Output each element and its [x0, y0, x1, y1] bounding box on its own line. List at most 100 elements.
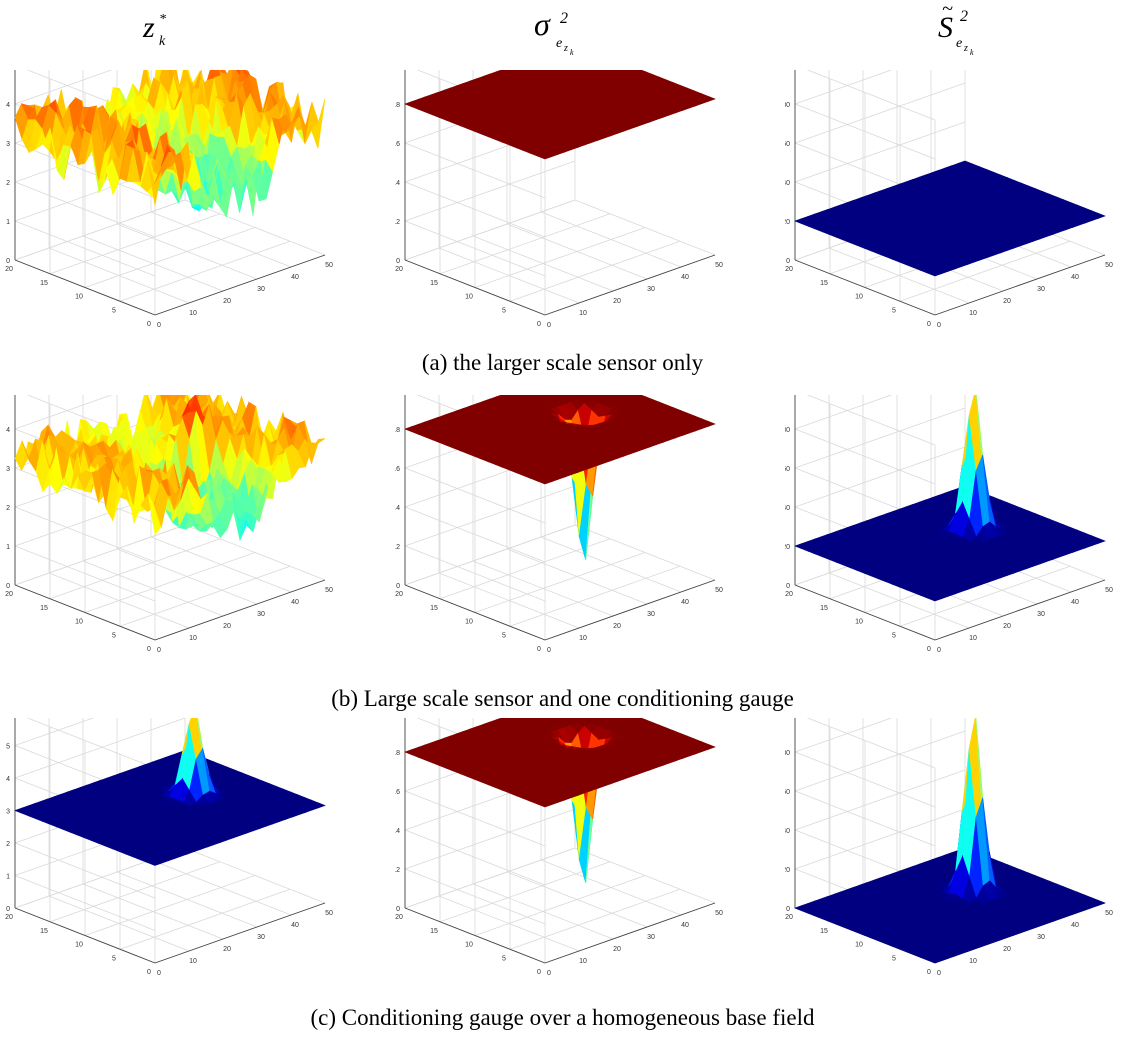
y-tick-label: 0 [537, 969, 541, 976]
gridline [84, 227, 256, 288]
y-axis-line [794, 584, 936, 641]
y-tick-label: 15 [820, 280, 828, 287]
x-axis-line [934, 254, 1106, 316]
y-tick-label: 15 [40, 605, 48, 612]
axes-box: 01020304050051015200123456 [5, 718, 333, 977]
x-tick-label: 0 [547, 647, 551, 654]
x-tick-label: 30 [647, 611, 655, 618]
gridline [794, 730, 966, 792]
x-tick-label: 10 [189, 310, 197, 317]
surface [404, 70, 716, 160]
z-tick-label: 0.2 [395, 867, 400, 874]
x-tick-label: 50 [325, 262, 333, 269]
gridline [794, 70, 893, 105]
z-tick-label: 0.8 [395, 427, 400, 434]
x-tick-label: 0 [937, 322, 941, 329]
z-tick-label: 0 [786, 258, 790, 265]
z-tick-label: 60 [785, 466, 790, 473]
z-tick-label: 20 [785, 544, 790, 551]
gridline [404, 524, 576, 586]
gridline [899, 565, 1071, 627]
x-tick-label: 50 [715, 587, 723, 594]
z-tick-label: 0 [786, 906, 790, 913]
x-tick-label: 50 [325, 587, 333, 594]
z-tick-label: 0.8 [395, 102, 400, 109]
z-tick-label: 0.4 [395, 828, 400, 835]
z-tick-label: 0 [786, 583, 790, 590]
x-tick-label: 50 [1105, 587, 1113, 594]
z-tick-label: 40 [785, 828, 790, 835]
surface-patch [1090, 212, 1106, 219]
chart-c-S: 0102030405005101520020406080100 [785, 718, 1113, 977]
caption-a: (a) the larger scale sensor only [421, 350, 704, 375]
z-tick-label: 1 [6, 219, 10, 226]
z-tick-label: 0.4 [395, 180, 400, 187]
y-tick-label: 20 [395, 266, 403, 273]
sigma-symbol: σ 2 e z k [534, 6, 574, 57]
y-axis-line [14, 259, 156, 316]
z-tick-label: 1 [6, 544, 10, 551]
y-tick-label: 20 [785, 266, 793, 273]
gridline [14, 199, 186, 261]
gridline [794, 718, 893, 753]
z-tick-label: 20 [785, 867, 790, 874]
y-tick-label: 15 [430, 605, 438, 612]
y-tick-label: 10 [855, 294, 863, 301]
gridline [794, 446, 966, 508]
column-header-S-tilde: ~ S 2 e z k [900, 0, 1020, 60]
z-tick-label: 5 [6, 744, 10, 751]
x-tick-label: 0 [547, 970, 551, 977]
x-tick-label: 10 [189, 635, 197, 642]
x-tick-label: 20 [223, 298, 231, 305]
y-tick-label: 15 [820, 928, 828, 935]
y-axis-line [14, 584, 156, 641]
y-tick-label: 20 [395, 591, 403, 598]
gridline [509, 565, 681, 627]
gridline [84, 875, 256, 936]
x-tick-label: 30 [257, 934, 265, 941]
y-tick-label: 5 [502, 955, 506, 962]
x-tick-label: 40 [291, 599, 299, 606]
gridline [14, 524, 186, 586]
x-tick-label: 50 [1105, 262, 1113, 269]
x-tick-label: 10 [579, 310, 587, 317]
y-tick-label: 10 [465, 942, 473, 949]
gridline [474, 227, 646, 288]
y-tick-label: 10 [465, 619, 473, 626]
gridline [899, 240, 1071, 302]
gridline [439, 213, 611, 275]
z-tick-label: 60 [785, 789, 790, 796]
z-tick-label: 0 [6, 258, 10, 265]
x-axis-line [934, 579, 1106, 641]
column-header-z-star: z * k [95, 0, 215, 60]
surface-patch [311, 438, 326, 464]
y-tick-label: 20 [395, 914, 403, 921]
z-tick-label: 0.6 [395, 466, 400, 473]
y-tick-label: 5 [112, 632, 116, 639]
x-tick-label: 30 [257, 611, 265, 618]
gridline [509, 888, 681, 950]
z-tick-label: 4 [6, 102, 10, 109]
x-axis-line [154, 254, 326, 316]
y-tick-label: 0 [147, 646, 151, 653]
y-tick-label: 0 [147, 969, 151, 976]
x-tick-label: 30 [257, 286, 265, 293]
x-tick-label: 40 [681, 922, 689, 929]
y-tick-label: 20 [785, 591, 793, 598]
z-tick-label: 0 [396, 906, 400, 913]
y-tick-label: 10 [855, 942, 863, 949]
z-tick-label: 4 [6, 427, 10, 434]
x-tick-label: 40 [1071, 599, 1079, 606]
x-tick-label: 20 [1003, 946, 1011, 953]
x-tick-label: 40 [681, 274, 689, 281]
x-tick-label: 40 [291, 922, 299, 929]
x-tick-label: 30 [1037, 611, 1045, 618]
z-tick-label: 0.4 [395, 505, 400, 512]
surface [794, 160, 1106, 277]
surface [404, 395, 716, 561]
gridline [439, 538, 611, 600]
